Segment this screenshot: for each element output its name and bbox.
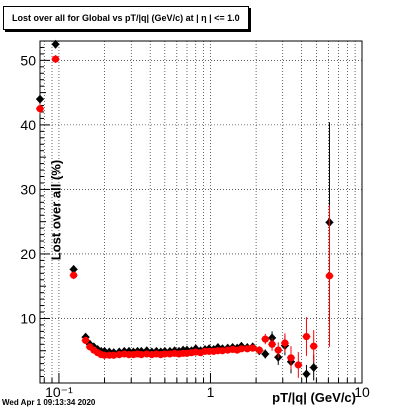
y-tick-label: 20 bbox=[20, 246, 36, 262]
y-tick-label: 30 bbox=[20, 181, 36, 197]
chart-title: Lost over all for Global vs pT/|q| (GeV/… bbox=[3, 6, 249, 30]
data-point-red bbox=[82, 336, 90, 345]
data-point-red bbox=[237, 345, 245, 353]
data-point-red bbox=[249, 344, 257, 352]
data-point-red bbox=[302, 332, 311, 341]
plot-frame bbox=[39, 40, 363, 384]
data-point-black bbox=[69, 264, 78, 274]
data-point-red bbox=[36, 105, 44, 113]
datestamp: Wed Apr 1 09:13:34 2020 bbox=[2, 398, 96, 407]
data-point-red bbox=[325, 272, 334, 280]
y-axis-label: Lost over all (%) bbox=[48, 159, 64, 261]
data-point-black bbox=[309, 363, 318, 373]
data-point-red bbox=[294, 361, 302, 369]
data-point-red bbox=[274, 346, 282, 354]
data-point-red bbox=[161, 350, 169, 358]
x-tick-label: 1 bbox=[207, 384, 215, 400]
data-point-black bbox=[36, 94, 44, 104]
data-point-red bbox=[281, 339, 289, 347]
data-point-red bbox=[287, 354, 295, 362]
y-tick-label: 50 bbox=[20, 52, 36, 68]
x-axis-label: pT/|q| (GeV/c) bbox=[272, 390, 356, 405]
data-point-black bbox=[51, 39, 60, 49]
data-point-red bbox=[255, 346, 263, 354]
data-point-black bbox=[261, 349, 270, 359]
data-point-red bbox=[51, 55, 60, 63]
data-point-red bbox=[261, 335, 269, 343]
x-tick-label: 10⁻¹ bbox=[45, 384, 73, 400]
data-point-red bbox=[268, 340, 276, 348]
data-point-red bbox=[137, 351, 145, 359]
data-point-red bbox=[310, 342, 318, 350]
data-point-black bbox=[302, 369, 311, 379]
data-point-red bbox=[110, 351, 118, 359]
y-tick-label: 10 bbox=[20, 310, 36, 326]
x-tick-label: 10 bbox=[354, 384, 370, 400]
data-point-red bbox=[70, 271, 78, 279]
data-point-red bbox=[243, 345, 251, 353]
y-tick-label: 40 bbox=[20, 117, 36, 133]
data-point-red bbox=[218, 347, 227, 355]
